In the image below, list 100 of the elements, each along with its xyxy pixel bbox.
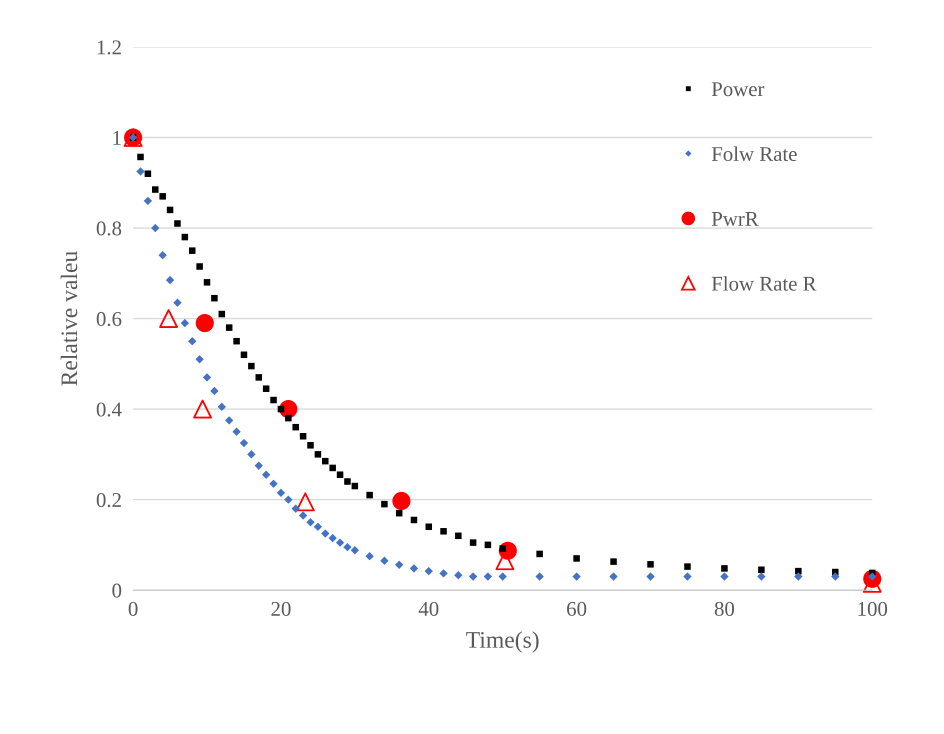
point xyxy=(350,546,360,554)
point xyxy=(173,298,182,307)
point xyxy=(609,572,618,581)
point xyxy=(196,314,214,332)
point xyxy=(159,193,166,200)
point xyxy=(794,572,803,581)
legend-label: Flow Rate R xyxy=(712,276,817,291)
point xyxy=(322,458,329,464)
point xyxy=(285,414,292,422)
point xyxy=(321,529,330,538)
point xyxy=(204,279,210,286)
point xyxy=(831,572,840,581)
point xyxy=(470,539,476,546)
point xyxy=(166,276,174,284)
x-tick-label: 0 xyxy=(128,602,138,616)
point xyxy=(610,558,617,565)
x-tick-label: 80 xyxy=(714,602,734,616)
point xyxy=(306,518,315,526)
point xyxy=(498,572,507,581)
point xyxy=(757,572,766,581)
point xyxy=(365,552,374,560)
point xyxy=(455,532,462,540)
point xyxy=(256,374,262,381)
point xyxy=(336,538,344,547)
point xyxy=(647,561,654,568)
point xyxy=(499,545,506,552)
x-axis-title: Time(s) xyxy=(466,631,539,653)
point xyxy=(392,492,410,510)
point xyxy=(180,318,190,328)
point xyxy=(144,196,152,206)
point xyxy=(152,186,159,193)
point xyxy=(380,556,389,565)
point xyxy=(439,569,448,578)
point xyxy=(573,555,580,562)
point xyxy=(344,478,351,485)
legend-label: Power xyxy=(712,82,764,96)
point xyxy=(454,571,462,580)
x-tick-label: 40 xyxy=(418,602,438,616)
y-tick-label: 1 xyxy=(113,130,121,145)
point xyxy=(240,438,248,448)
y-tick-label: 0.8 xyxy=(96,221,122,236)
point xyxy=(721,565,728,572)
point xyxy=(336,471,344,478)
point xyxy=(240,352,248,358)
point xyxy=(396,510,402,516)
point xyxy=(159,309,178,328)
point xyxy=(233,338,240,344)
y-tick-label: 0 xyxy=(112,584,122,598)
point xyxy=(232,428,241,436)
point xyxy=(426,524,432,530)
point xyxy=(424,566,433,576)
point xyxy=(188,247,196,254)
x-tick-label: 100 xyxy=(858,602,888,616)
point xyxy=(468,572,478,581)
point xyxy=(225,416,234,425)
x-tick-label: 60 xyxy=(567,602,586,616)
point xyxy=(137,154,144,160)
point xyxy=(296,492,315,512)
point xyxy=(210,386,219,396)
x-tick-label: 20 xyxy=(271,602,291,616)
point xyxy=(196,263,203,270)
point xyxy=(300,432,306,440)
point xyxy=(572,572,581,581)
legend-label: PwrR xyxy=(712,212,759,226)
point xyxy=(484,572,492,581)
point xyxy=(646,572,655,581)
point xyxy=(248,362,255,370)
point xyxy=(684,563,691,570)
point xyxy=(328,534,337,542)
point xyxy=(151,224,160,232)
point xyxy=(218,310,226,318)
point xyxy=(174,220,181,227)
point xyxy=(352,482,358,490)
point xyxy=(144,170,152,177)
point xyxy=(314,451,322,458)
point xyxy=(211,294,218,302)
point xyxy=(262,470,270,479)
point xyxy=(270,396,277,404)
y-tick-label: 0.2 xyxy=(96,492,121,508)
point xyxy=(262,385,270,392)
point xyxy=(188,337,196,346)
y-tick-label: 0.4 xyxy=(96,402,122,417)
point xyxy=(254,461,263,470)
point xyxy=(136,167,145,176)
point xyxy=(226,324,232,331)
point xyxy=(484,542,492,548)
point xyxy=(195,355,204,364)
point xyxy=(343,542,352,552)
point xyxy=(366,492,373,498)
point xyxy=(269,480,278,488)
y-tick-label: 0.6 xyxy=(96,312,122,326)
point xyxy=(292,424,299,430)
point xyxy=(410,516,418,524)
point xyxy=(720,572,729,581)
point xyxy=(218,402,226,411)
point xyxy=(166,206,174,214)
point xyxy=(284,495,292,504)
point xyxy=(440,528,447,535)
point xyxy=(247,450,256,459)
point xyxy=(193,400,212,418)
